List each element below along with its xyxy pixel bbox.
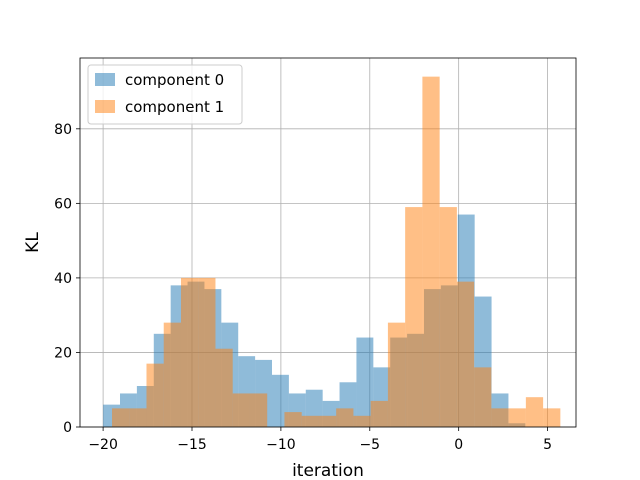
histogram-bar-series-1 — [456, 281, 475, 427]
histogram-bar-series-1 — [387, 322, 406, 427]
legend: component 0 component 1 — [87, 64, 243, 125]
x-tick-label: −20 — [88, 437, 118, 453]
histogram-bar-series-1 — [336, 408, 354, 427]
histogram-bar-series-1 — [439, 207, 457, 427]
y-tick-label: 0 — [63, 420, 72, 436]
legend-box — [87, 64, 243, 125]
x-tick-label: −10 — [266, 437, 296, 453]
histogram-bar-series-1 — [232, 393, 250, 427]
histogram-bar-series-1 — [249, 393, 268, 427]
y-axis-ticks: 0 20 40 60 80 — [54, 122, 80, 436]
histogram-bar-series-0 — [356, 337, 374, 427]
histogram-bar-series-1 — [129, 408, 147, 427]
legend-label: component 1 — [125, 98, 224, 116]
y-tick-label: 40 — [54, 271, 72, 287]
legend-swatch — [95, 73, 115, 86]
histogram-bar-series-1 — [405, 207, 423, 427]
x-tick-label: 5 — [543, 437, 552, 453]
histogram-bar-series-1 — [112, 408, 130, 427]
histogram-bars — [103, 76, 561, 428]
histogram-bar-series-1 — [353, 415, 371, 427]
x-tick-label: −15 — [177, 437, 207, 453]
x-tick-label: 0 — [454, 437, 463, 453]
histogram-bar-series-1 — [491, 408, 509, 427]
y-tick-label: 80 — [54, 122, 72, 138]
histogram-bar-series-1 — [370, 400, 388, 427]
legend-label: component 0 — [125, 71, 224, 89]
y-axis-label: KL — [23, 232, 43, 253]
histogram-bar-series-1 — [301, 415, 319, 427]
histogram-bar-series-1 — [198, 277, 216, 427]
legend-swatch — [95, 100, 115, 113]
histogram-bar-series-1 — [146, 363, 164, 427]
histogram-bar-series-1 — [163, 322, 181, 427]
histogram-bar-series-1 — [284, 412, 302, 427]
y-tick-label: 20 — [54, 345, 72, 361]
histogram-bar-series-1 — [508, 408, 526, 427]
x-axis-ticks: −20 −15 −10 −5 0 5 — [88, 427, 552, 453]
histogram-bar-series-1 — [318, 415, 337, 427]
plot-frame — [79, 57, 577, 428]
histogram-bar-series-1 — [525, 397, 544, 427]
histogram-bar-series-1 — [543, 408, 561, 427]
histogram-bar-series-1 — [215, 348, 233, 427]
histogram-bar-series-1 — [180, 277, 199, 427]
histogram-bar-series-1 — [474, 367, 492, 427]
x-axis-label: iteration — [292, 461, 364, 480]
y-tick-label: 60 — [54, 196, 72, 212]
histogram-bar-series-1 — [422, 76, 440, 428]
x-tick-label: −5 — [359, 437, 380, 453]
